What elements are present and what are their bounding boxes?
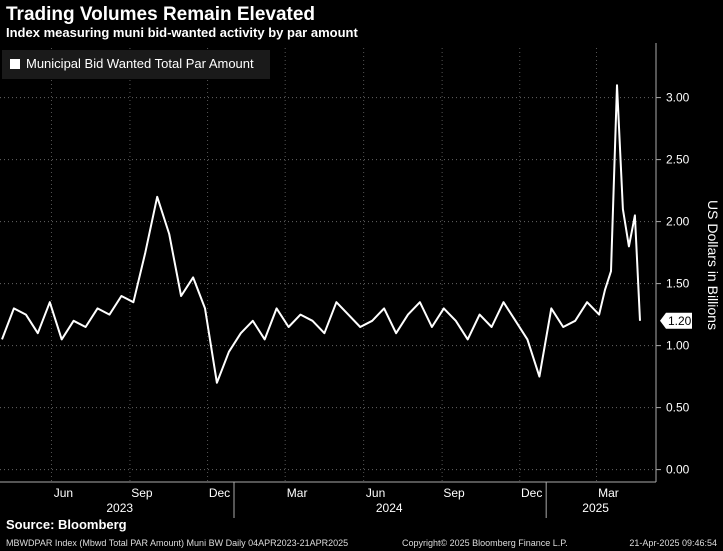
axes: 0.00 0.50 1.00 1.50 2.00 2.50 3.00 Jun Sep Dec Mar…: [0, 43, 690, 518]
y-tick-label: 2.00: [666, 215, 690, 229]
footer-timestamp: 21-Apr-2025 09:46:54: [629, 538, 717, 548]
y-tick-label: 1.00: [666, 339, 690, 353]
footer-copyright: Copyright© 2025 Bloomberg Finance L.P.: [402, 538, 568, 548]
x-tick-label: Mar: [598, 486, 619, 500]
x-tick-label: Dec: [209, 486, 230, 500]
chart-title: Trading Volumes Remain Elevated: [6, 4, 316, 25]
grid: [0, 48, 656, 482]
x-tick-label: Sep: [131, 486, 153, 500]
x-tick-label: Jun: [54, 486, 73, 500]
x-tick-label: Mar: [287, 486, 308, 500]
legend: Municipal Bid Wanted Total Par Amount: [2, 50, 270, 79]
y-tick-label: 0.00: [666, 463, 690, 477]
source-note: Source: Bloomberg: [6, 517, 127, 532]
y-axis-label: US Dollars in Billions: [705, 200, 721, 330]
x-tick-label: Jun: [366, 486, 385, 500]
last-value-marker: 1.20: [660, 312, 692, 329]
y-tick-label: 0.50: [666, 401, 690, 415]
y-tick-label: 2.50: [666, 153, 690, 167]
footer-index-description: MBWDPAR Index (Mbwd Total PAR Amount) Mu…: [6, 538, 349, 548]
last-value-label: 1.20: [668, 314, 692, 328]
x-tick-label: Dec: [521, 486, 542, 500]
series-line-municipal-bid-wanted: [1, 84, 641, 384]
x-tick-label: Sep: [443, 486, 465, 500]
x-year-label: 2024: [376, 501, 403, 515]
legend-label: Municipal Bid Wanted Total Par Amount: [26, 56, 254, 71]
legend-swatch: [10, 59, 20, 69]
y-tick-label: 1.50: [666, 277, 690, 291]
y-tick-label: 3.00: [666, 91, 690, 105]
x-year-label: 2023: [106, 501, 133, 515]
x-year-label: 2025: [582, 501, 609, 515]
chart-subtitle: Index measuring muni bid-wanted activity…: [6, 25, 358, 40]
